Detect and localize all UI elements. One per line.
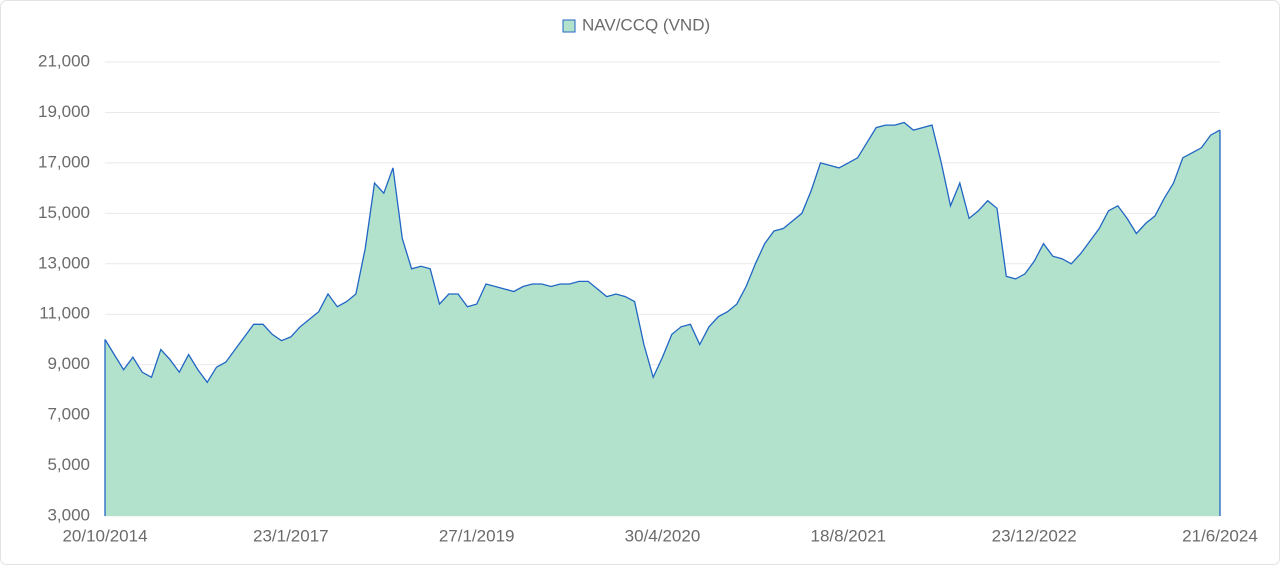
y-tick-label: 13,000 [38,253,90,272]
legend-label: NAV/CCQ (VND) [582,15,710,34]
x-tick-label: 30/4/2020 [625,526,701,545]
legend-item: NAV/CCQ (VND) [562,15,710,34]
y-tick-label: 3,000 [47,505,90,524]
y-tick-label: 11,000 [39,304,90,323]
y-tick-label: 9,000 [47,354,90,373]
line [104,121,1221,384]
y-tick-label: 5,000 [47,455,90,474]
x-tick-label: 20/10/2014 [62,526,147,545]
area [105,122,1220,516]
x-tick-label: 27/1/2019 [439,526,515,545]
y-tick-label: 19,000 [38,102,90,121]
x-tick-label: 23/1/2017 [253,526,329,545]
x-tick-label: 23/12/2022 [992,526,1077,545]
x-tick-label: 21/6/2024 [1182,526,1258,545]
legend-swatch [562,19,576,33]
y-tick-label: 7,000 [47,405,90,424]
y-tick-label: 17,000 [38,152,90,171]
y-tick-label: 15,000 [38,203,90,222]
y-tick-label: 21,000 [38,51,90,70]
x-tick-label: 18/8/2021 [811,526,887,545]
